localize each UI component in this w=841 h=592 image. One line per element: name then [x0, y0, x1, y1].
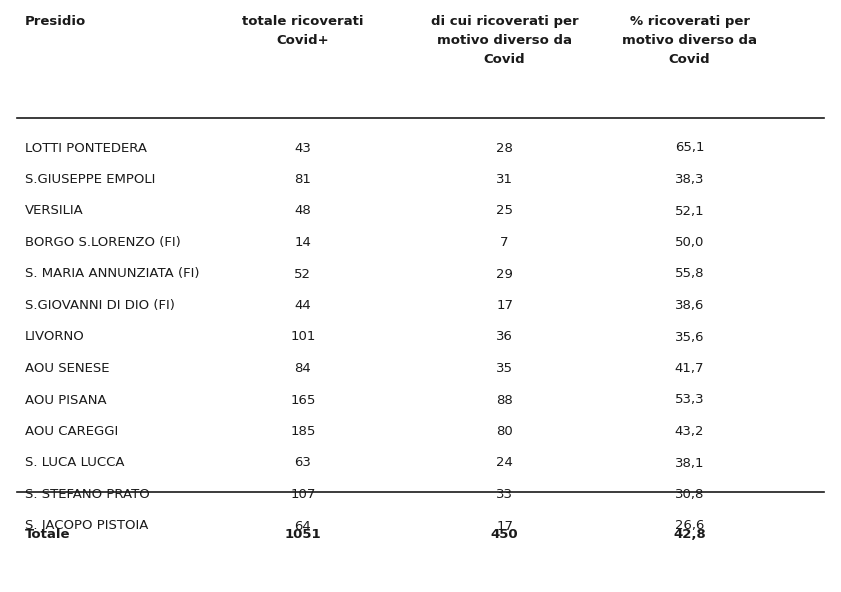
Text: 65,1: 65,1	[674, 141, 705, 155]
Text: 63: 63	[294, 456, 311, 469]
Text: S.GIOVANNI DI DIO (FI): S.GIOVANNI DI DIO (FI)	[25, 299, 175, 312]
Text: 7: 7	[500, 236, 509, 249]
Text: 24: 24	[496, 456, 513, 469]
Text: 35,6: 35,6	[674, 330, 705, 343]
Text: 17: 17	[496, 520, 513, 532]
Text: % ricoverati per
motivo diverso da
Covid: % ricoverati per motivo diverso da Covid	[622, 15, 757, 66]
Text: 43: 43	[294, 141, 311, 155]
Text: AOU PISANA: AOU PISANA	[25, 394, 107, 407]
Text: 42,8: 42,8	[674, 529, 706, 542]
Text: BORGO S.LORENZO (FI): BORGO S.LORENZO (FI)	[25, 236, 181, 249]
Text: AOU CAREGGI: AOU CAREGGI	[25, 425, 119, 438]
Text: S.GIUSEPPE EMPOLI: S.GIUSEPPE EMPOLI	[25, 173, 156, 186]
Text: 38,6: 38,6	[675, 299, 704, 312]
Text: totale ricoverati
Covid+: totale ricoverati Covid+	[242, 15, 363, 47]
Text: 28: 28	[496, 141, 513, 155]
Text: 88: 88	[496, 394, 513, 407]
Text: LIVORNO: LIVORNO	[25, 330, 85, 343]
Text: 38,1: 38,1	[674, 456, 705, 469]
Text: 35: 35	[496, 362, 513, 375]
Text: 38,3: 38,3	[674, 173, 705, 186]
Text: VERSILIA: VERSILIA	[25, 204, 84, 217]
Text: 107: 107	[290, 488, 315, 501]
Text: 81: 81	[294, 173, 311, 186]
Text: 1051: 1051	[284, 529, 321, 542]
Text: 101: 101	[290, 330, 315, 343]
Text: 80: 80	[496, 425, 513, 438]
Text: 33: 33	[496, 488, 513, 501]
Text: Totale: Totale	[25, 529, 71, 542]
Text: 165: 165	[290, 394, 315, 407]
Text: 41,7: 41,7	[674, 362, 705, 375]
Text: 52: 52	[294, 268, 311, 281]
Text: 44: 44	[294, 299, 311, 312]
Text: 64: 64	[294, 520, 311, 532]
Text: S. LUCA LUCCA: S. LUCA LUCCA	[25, 456, 124, 469]
Text: 52,1: 52,1	[674, 204, 705, 217]
Text: 17: 17	[496, 299, 513, 312]
Text: 450: 450	[491, 529, 518, 542]
Text: 25: 25	[496, 204, 513, 217]
Text: 48: 48	[294, 204, 311, 217]
Text: 14: 14	[294, 236, 311, 249]
Text: 31: 31	[496, 173, 513, 186]
Text: 43,2: 43,2	[674, 425, 705, 438]
Text: S. JACOPO PISTOIA: S. JACOPO PISTOIA	[25, 520, 149, 532]
Text: 26,6: 26,6	[675, 520, 704, 532]
Text: S. MARIA ANNUNZIATA (FI): S. MARIA ANNUNZIATA (FI)	[25, 268, 199, 281]
Text: 53,3: 53,3	[674, 394, 705, 407]
Text: 50,0: 50,0	[675, 236, 704, 249]
Text: 185: 185	[290, 425, 315, 438]
Text: 29: 29	[496, 268, 513, 281]
Text: Presidio: Presidio	[25, 15, 87, 28]
Text: di cui ricoverati per
motivo diverso da
Covid: di cui ricoverati per motivo diverso da …	[431, 15, 579, 66]
Text: 36: 36	[496, 330, 513, 343]
Text: AOU SENESE: AOU SENESE	[25, 362, 109, 375]
Text: 84: 84	[294, 362, 311, 375]
Text: S. STEFANO PRATO: S. STEFANO PRATO	[25, 488, 150, 501]
Text: 55,8: 55,8	[674, 268, 705, 281]
Text: 30,8: 30,8	[675, 488, 704, 501]
Text: LOTTI PONTEDERA: LOTTI PONTEDERA	[25, 141, 147, 155]
